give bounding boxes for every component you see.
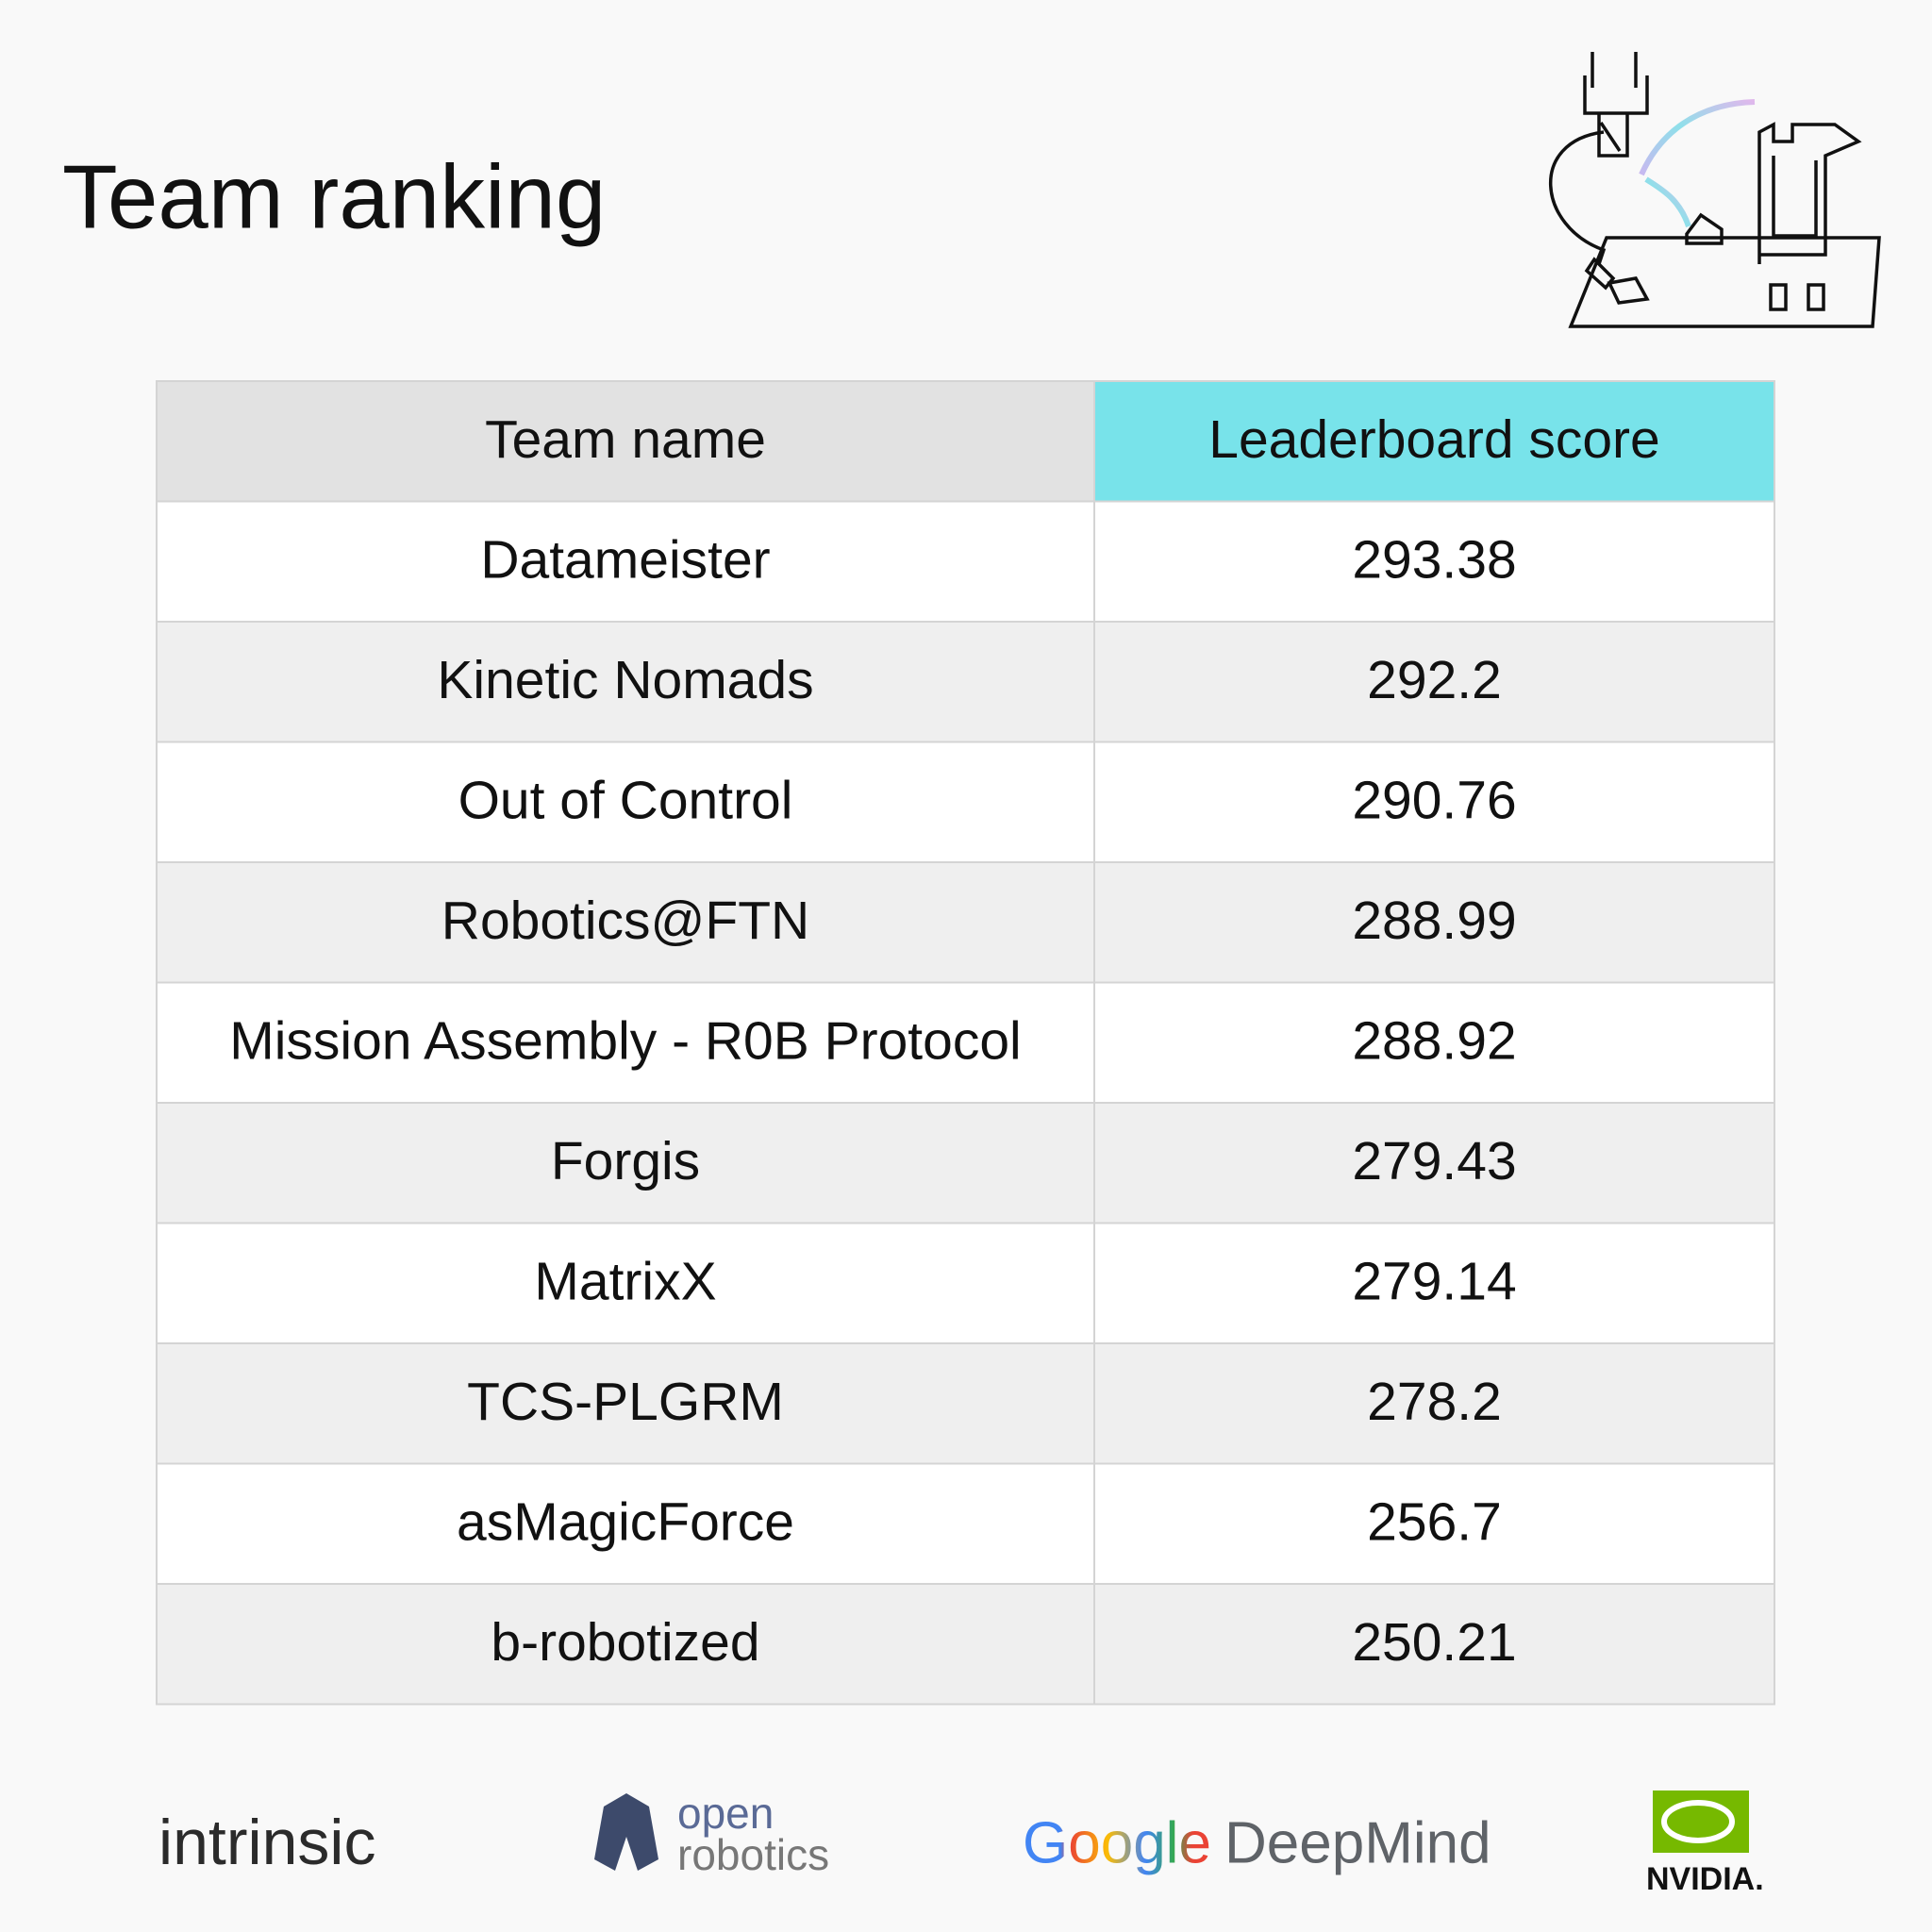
score-cell: 278.2 [1367,1372,1502,1432]
team-cell: Out of Control [458,770,793,830]
table-row [156,861,1775,984]
team-cell: Forgis [551,1131,700,1191]
table-row [156,981,1775,1104]
team-cell: Mission Assembly - R0B Protocol [229,1010,1021,1071]
team-cell: MatrixX [534,1251,716,1311]
score-cell: 256.7 [1367,1491,1502,1552]
score-cell: 293.38 [1352,529,1516,590]
open-robotics-logo-line1: open [677,1789,774,1838]
table-row [156,1583,1775,1706]
intrinsic-logo: intrinsic [158,1807,376,1878]
column-header: Team name [485,409,766,470]
score-cell: 250.21 [1352,1612,1516,1673]
team-cell: Datameister [480,529,770,590]
table-row [156,1462,1775,1585]
score-cell: 288.99 [1352,891,1516,951]
ranking-table: Team name Leaderboard score Datameister 293… [156,380,1775,1706]
score-cell: 279.14 [1352,1251,1516,1311]
deepmind-logo: DeepMind [1224,1810,1491,1875]
team-cell: TCS-PLGRM [467,1372,784,1432]
nvidia-logo: NVIDIA. [1646,1861,1764,1897]
open-robotics-logo-line2: robotics [677,1830,829,1879]
score-cell: 288.92 [1352,1010,1516,1071]
team-cell: b-robotized [491,1612,759,1673]
nvidia-eye [1661,1800,1735,1843]
table-row [156,621,1775,743]
score-cell: 279.43 [1352,1131,1516,1191]
logos: intrinsic open robotics Google DeepMind … [158,1789,1764,1897]
table-row [156,1102,1775,1224]
page-title: Team ranking [62,146,606,247]
robot-illustration [1549,52,1881,328]
open-robotics-mark [594,1793,658,1871]
header-cell [156,380,1095,503]
team-cell: Kinetic Nomads [437,650,813,710]
table-row [156,500,1775,623]
column-header: Leaderboard score [1208,409,1660,470]
score-cell: 292.2 [1367,650,1502,710]
score-cell: 290.76 [1352,770,1516,830]
team-cell: asMagicForce [457,1491,794,1552]
table-row [156,741,1775,863]
google-logo: Google [1023,1810,1211,1875]
team-cell: Robotics@FTN [441,891,809,951]
table-row [156,1222,1775,1344]
header-cell [1093,380,1775,503]
table-row [156,1342,1775,1465]
